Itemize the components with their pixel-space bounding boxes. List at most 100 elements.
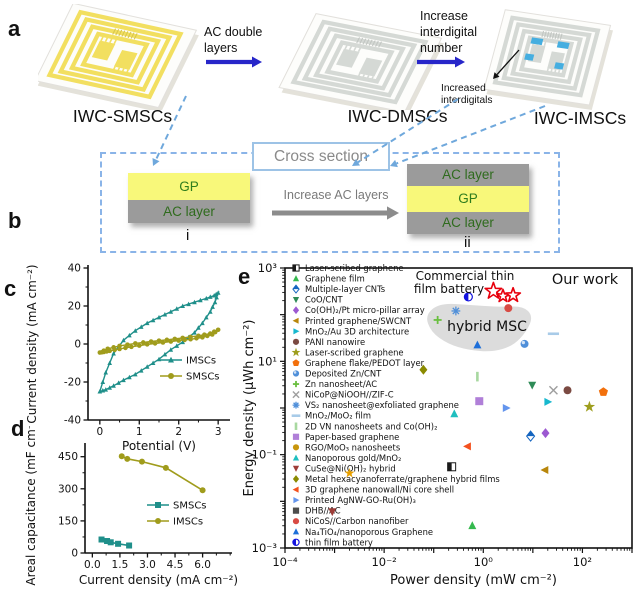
triangle-up-marker (103, 387, 108, 392)
scatter-point (463, 292, 473, 302)
panel-letter-a: a (8, 16, 21, 41)
triangle-right-marker (502, 404, 511, 412)
scatter-point (504, 304, 513, 313)
device-iwc-imscs (483, 9, 614, 110)
scatter-point (525, 430, 536, 442)
device-label-iwc-dmscs: IWC-DMSCs (347, 106, 448, 126)
triangle-up-marker (168, 356, 174, 363)
diamond-marker (292, 475, 300, 483)
svg-text:3: 3 (215, 426, 222, 438)
ragone-legend-item: Co(OH)₂/Pt micro-pillar array (292, 305, 425, 315)
svg-text:Power density (mW cm⁻²): Power density (mW cm⁻²) (390, 573, 557, 588)
x-marker (548, 385, 558, 395)
triangle-up-marker (107, 385, 112, 390)
triangle-up-marker (204, 314, 209, 320)
circle-marker (164, 337, 170, 343)
annotation-line2: interdigitals (441, 95, 493, 107)
triangle-up-marker (198, 297, 203, 303)
triangle-up-marker (211, 293, 217, 298)
svg-text:Paper-based graphene: Paper-based graphene (305, 432, 399, 442)
svg-text:2D VN nanosheets and Co(OH)₂: 2D VN nanosheets and Co(OH)₂ (305, 421, 437, 431)
scatter-point (541, 428, 550, 439)
triangle-up-marker (473, 340, 482, 349)
scatter-point (475, 397, 484, 406)
device-label-iwc-smscs: IWC-SMSCs (72, 106, 173, 126)
ragone-legend-item: MnO₂/Au 3D architecture (293, 326, 409, 336)
circle-marker (172, 336, 178, 342)
half-circle-marker (292, 538, 300, 546)
triangle-up-marker (107, 360, 112, 365)
circle-marker (182, 337, 187, 343)
svg-text:VS₂ nanosheet@exfoliated graph: VS₂ nanosheet@exfoliated graphene (305, 400, 459, 410)
circle-marker (563, 386, 572, 395)
ragone-legend-item: MnO₂/MoO₂ film (291, 411, 371, 421)
svg-text:RGO/MoO₃ nanosheets: RGO/MoO₃ nanosheets (305, 442, 400, 452)
triangle-right-marker (293, 328, 300, 335)
ragone-legend-item: Printed AgNW-GO-Ru(OH)₃ (293, 495, 416, 505)
circle-marker (124, 455, 131, 462)
circle-marker (200, 335, 205, 340)
triangle-down-marker (292, 465, 300, 472)
electrode-ring (80, 31, 150, 78)
triangle-up-marker (100, 388, 106, 393)
electrode-pad (358, 57, 383, 77)
ragone-legend-item: RGO/MoO₃ nanosheets (292, 442, 400, 452)
ac-layer-bottom: AC layer (407, 212, 529, 234)
svg-text:0: 0 (71, 548, 78, 560)
triangle-up-marker (213, 291, 219, 297)
svg-text:SMSCs: SMSCs (173, 501, 207, 512)
svg-text:10¹: 10¹ (258, 354, 277, 368)
diamond-marker (419, 364, 428, 375)
triangle-up-marker (150, 317, 156, 323)
triangle-up-marker (100, 379, 106, 384)
chart-legend-item: SMSCs (160, 372, 220, 383)
cross-section-stack-i: GP AC layer (128, 173, 250, 223)
triangle-left-marker (292, 486, 299, 493)
triangle-down-marker (292, 297, 300, 304)
annotation-line1: Increased (441, 83, 486, 94)
svg-text:NiCoS//Carbon nanofiber: NiCoS//Carbon nanofiber (305, 516, 409, 526)
x-marker (292, 391, 300, 399)
svg-text:Nanoporous gold/MnO₂: Nanoporous gold/MnO₂ (305, 453, 401, 463)
circle-marker (188, 336, 193, 342)
svg-text:3.0: 3.0 (139, 559, 156, 571)
svg-text:Energy density (µWh cm⁻²): Energy density (µWh cm⁻²) (243, 320, 257, 497)
triangle-up-marker (133, 371, 138, 377)
svg-text:300: 300 (58, 483, 78, 495)
triangle-up-marker (162, 312, 168, 317)
asterisk-marker (451, 306, 461, 316)
svg-text:IMSCs: IMSCs (173, 517, 203, 528)
ragone-legend-item: 3D graphene nanowall/Ni core shell (292, 485, 454, 495)
svg-text:10³: 10³ (258, 261, 278, 275)
triangle-left-marker (540, 466, 549, 474)
chart-legend-item: IMSCs (160, 356, 216, 367)
triangle-up-marker (208, 294, 213, 299)
circle-marker (168, 373, 174, 379)
triangle-up-marker (111, 383, 116, 388)
asterisk-marker (292, 401, 300, 409)
svg-text:Na₄TiO₄/nanoporous Graphene: Na₄TiO₄/nanoporous Graphene (305, 527, 433, 537)
scatter-point (451, 306, 461, 316)
circle-marker (292, 444, 300, 451)
electrode-ring (301, 26, 418, 98)
triangle-up-marker (450, 409, 459, 418)
circle-marker (140, 340, 146, 345)
circle-marker (112, 347, 117, 353)
ragone-legend-item: Metal hexacyanoferrate/graphene hybrid f… (292, 474, 500, 484)
circle-marker (156, 338, 162, 343)
circle-marker (155, 518, 161, 524)
triangle-up-marker (192, 330, 197, 335)
triangle-up-marker (139, 368, 144, 373)
svg-text:2: 2 (175, 426, 182, 438)
stack-i-tag: i (186, 227, 190, 244)
circle-marker (118, 453, 125, 460)
triangle-up-marker (133, 328, 138, 333)
scatter-point (548, 385, 558, 395)
triangle-right-marker (544, 397, 553, 406)
circle-marker (138, 458, 145, 465)
triangle-up-marker (111, 351, 116, 356)
svg-text:-20: -20 (64, 377, 81, 389)
svg-text:film battery: film battery (414, 282, 484, 296)
gp-layer: GP (128, 173, 250, 200)
ragone-chart: 10⁻⁴ 10⁻² 10⁰ 10² 10³ 10¹ 10⁻¹ 10⁻³ Power densit… (243, 261, 633, 588)
